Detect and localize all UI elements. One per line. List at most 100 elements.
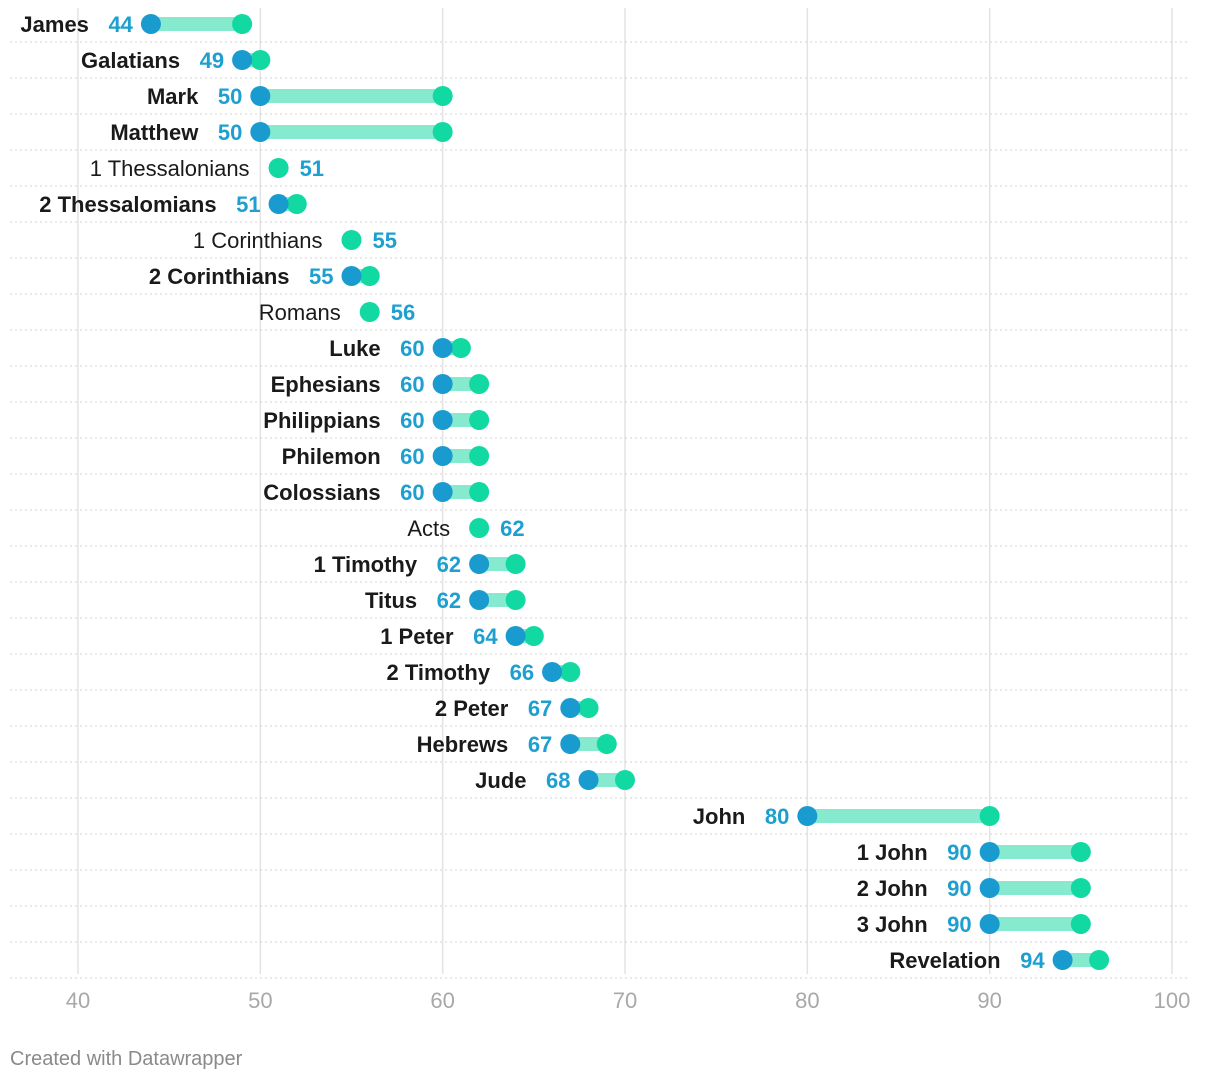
- row-label: Romans: [259, 300, 341, 325]
- start-point: [979, 842, 1000, 862]
- value-label: 62: [500, 516, 524, 541]
- row-label: 1 Corinthians: [193, 228, 323, 253]
- value-label: 49: [200, 48, 224, 73]
- chart-row: 56 Romans: [259, 300, 415, 325]
- x-tick-label: 80: [795, 988, 819, 1013]
- start-point: [432, 374, 453, 394]
- chart-row: 94 Revelation: [889, 948, 1110, 973]
- end-point: [505, 590, 526, 610]
- row-label: Jude: [475, 768, 526, 793]
- point: [268, 158, 289, 178]
- value-label: 60: [400, 336, 424, 361]
- row-label: Titus: [365, 588, 417, 613]
- end-point: [469, 446, 490, 466]
- value-label: 90: [947, 912, 971, 937]
- chart-row: 55 1 Corinthians: [193, 228, 397, 253]
- chart-row: 90 2 John: [857, 876, 1091, 901]
- x-tick-label: 70: [613, 988, 637, 1013]
- start-point: [560, 698, 581, 718]
- start-point: [560, 734, 581, 754]
- value-label: 67: [528, 732, 552, 757]
- chart-row: 51 1 Thessalonians: [90, 156, 324, 181]
- value-label: 90: [947, 840, 971, 865]
- chart-row: 51 2 Thessalomians: [39, 192, 307, 217]
- chart-row: 60 Luke: [329, 336, 471, 361]
- value-label: 55: [309, 264, 333, 289]
- value-label: 62: [437, 588, 461, 613]
- point: [341, 230, 362, 250]
- row-label: Colossians: [263, 480, 380, 505]
- end-point: [1070, 914, 1091, 934]
- end-point: [469, 482, 490, 502]
- start-point: [432, 410, 453, 430]
- value-label: 90: [947, 876, 971, 901]
- chart-row: 62 1 Timothy: [314, 552, 526, 577]
- row-label: Hebrews: [417, 732, 509, 757]
- x-tick-label: 40: [66, 988, 90, 1013]
- row-label: Acts: [407, 516, 450, 541]
- value-label: 60: [400, 372, 424, 397]
- row-label: Ephesians: [271, 372, 381, 397]
- end-point: [1070, 878, 1091, 898]
- value-label: 50: [218, 120, 242, 145]
- chart-row: 68 Jude: [475, 768, 635, 793]
- x-tick-label: 100: [1154, 988, 1191, 1013]
- row-label: 2 Peter: [435, 696, 509, 721]
- value-label: 80: [765, 804, 789, 829]
- start-point: [250, 122, 271, 142]
- end-point: [596, 734, 617, 754]
- start-point: [1052, 950, 1073, 970]
- chart-row: 90 3 John: [857, 912, 1091, 937]
- start-point: [505, 626, 526, 646]
- value-label: 64: [473, 624, 498, 649]
- grid: [77, 8, 1173, 974]
- point: [469, 518, 490, 538]
- end-point: [359, 266, 380, 286]
- row-label: Mark: [147, 84, 199, 109]
- start-point: [250, 86, 271, 106]
- start-point: [797, 806, 818, 826]
- row-label: Philemon: [282, 444, 381, 469]
- range-dot-chart: 44 James 49 Galatians 50 Mark 50 Matthew 51 1 The…: [10, 8, 1191, 1013]
- end-point: [232, 14, 253, 34]
- row-label: John: [693, 804, 746, 829]
- chart-row: 50 Matthew: [110, 120, 453, 145]
- x-tick-label: 90: [977, 988, 1001, 1013]
- start-point: [432, 482, 453, 502]
- end-point: [1070, 842, 1091, 862]
- start-point: [232, 50, 253, 70]
- credit-text: Created with Datawrapper: [10, 1048, 243, 1070]
- chart-row: 62 Acts: [407, 516, 524, 541]
- start-point: [979, 914, 1000, 934]
- end-point: [450, 338, 471, 358]
- value-label: 60: [400, 408, 424, 433]
- end-point: [432, 86, 453, 106]
- chart-row: 60 Philemon: [282, 444, 490, 469]
- chart-row: 67 2 Peter: [435, 696, 599, 721]
- start-point: [268, 194, 289, 214]
- end-point: [469, 410, 490, 430]
- value-label: 50: [218, 84, 242, 109]
- row-label: 1 John: [857, 840, 928, 865]
- start-point: [140, 14, 161, 34]
- row-separators: [10, 41, 1188, 979]
- value-label: 62: [437, 552, 461, 577]
- row-label: Galatians: [81, 48, 180, 73]
- value-label: 60: [400, 480, 424, 505]
- value-label: 68: [546, 768, 570, 793]
- value-label: 44: [108, 12, 133, 37]
- chart-row: 90 1 John: [857, 840, 1091, 865]
- x-tick-label: 50: [248, 988, 272, 1013]
- start-point: [432, 338, 453, 358]
- chart-row: 55 2 Corinthians: [149, 264, 380, 289]
- start-point: [542, 662, 563, 682]
- end-point: [615, 770, 635, 790]
- value-label: 67: [528, 696, 552, 721]
- point: [359, 302, 380, 322]
- end-point: [469, 374, 490, 394]
- row-label: 1 Thessalonians: [90, 156, 250, 181]
- chart-row: 49 Galatians: [81, 48, 271, 73]
- row-label: 1 Peter: [380, 624, 454, 649]
- x-tick-label: 60: [430, 988, 454, 1013]
- value-label: 66: [510, 660, 534, 685]
